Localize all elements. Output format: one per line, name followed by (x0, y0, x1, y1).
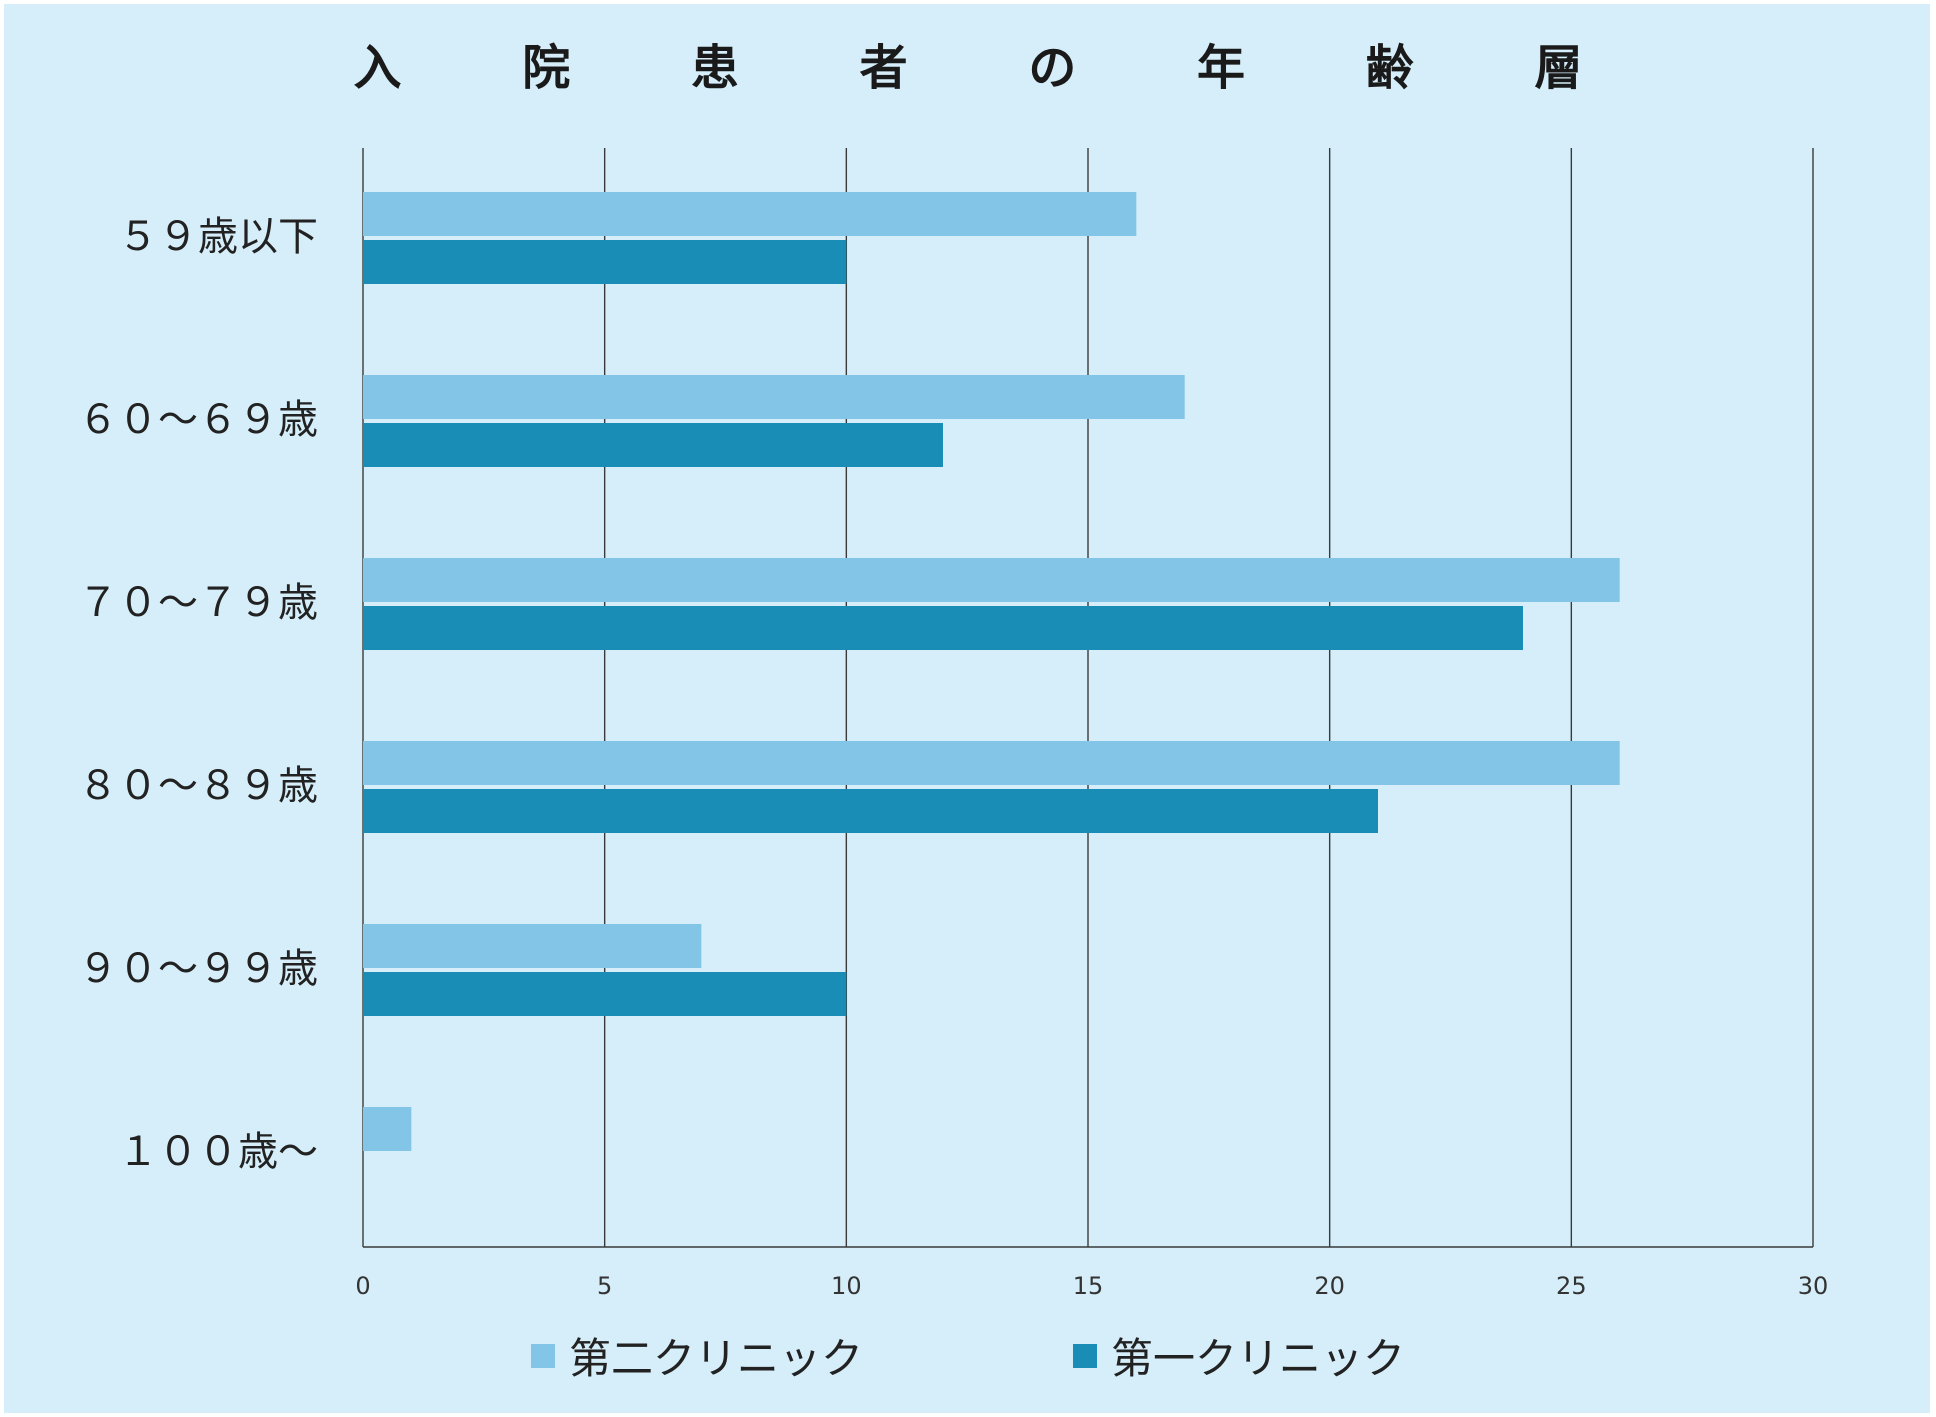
x-tick-label: 10 (831, 1272, 862, 1300)
legend-label-series-1: 第二クリニック (568, 1334, 863, 1383)
x-tick-label: 0 (355, 1272, 370, 1300)
chart-title: 入 院 患 者 の 年 齢 層 (353, 40, 1635, 96)
y-category-label: ６０～６９歳 (78, 397, 318, 443)
bar-series-2-1 (363, 423, 943, 467)
y-category-label: ５９歳以下 (118, 214, 318, 260)
x-tick-label: 20 (1314, 1272, 1345, 1300)
y-category-label: ８０～８９歳 (78, 763, 318, 809)
legend-item-series-2: 第一クリニック (1073, 1325, 1405, 1386)
x-tick-label: 15 (1073, 1272, 1104, 1300)
chart-panel (4, 4, 1930, 1413)
legend: 第二クリニック 第一クリニック (0, 1325, 1936, 1386)
bar-series-1-4 (363, 924, 702, 968)
x-tick-label: 30 (1798, 1272, 1829, 1300)
y-category-label: ７０～７９歳 (78, 580, 318, 626)
bar-series-2-4 (363, 972, 847, 1016)
x-tick-label: 25 (1556, 1272, 1587, 1300)
legend-swatch-series-2 (1073, 1343, 1097, 1368)
legend-item-series-1: 第二クリニック (530, 1325, 863, 1386)
bar-series-1-0 (363, 192, 1137, 236)
bar-series-1-1 (363, 375, 1185, 419)
legend-label-series-2: 第一クリニック (1111, 1334, 1406, 1383)
bar-series-2-0 (363, 240, 847, 284)
bar-series-1-2 (363, 558, 1620, 602)
x-tick-label: 5 (597, 1272, 612, 1300)
bar-series-2-3 (363, 789, 1378, 833)
y-category-label: １００歳～ (118, 1129, 318, 1175)
bar-series-1-5 (363, 1107, 412, 1151)
legend-swatch-series-1 (530, 1343, 555, 1368)
bar-series-2-2 (363, 606, 1523, 650)
y-category-label: ９０～９９歳 (78, 946, 318, 992)
bar-series-1-3 (363, 741, 1620, 785)
